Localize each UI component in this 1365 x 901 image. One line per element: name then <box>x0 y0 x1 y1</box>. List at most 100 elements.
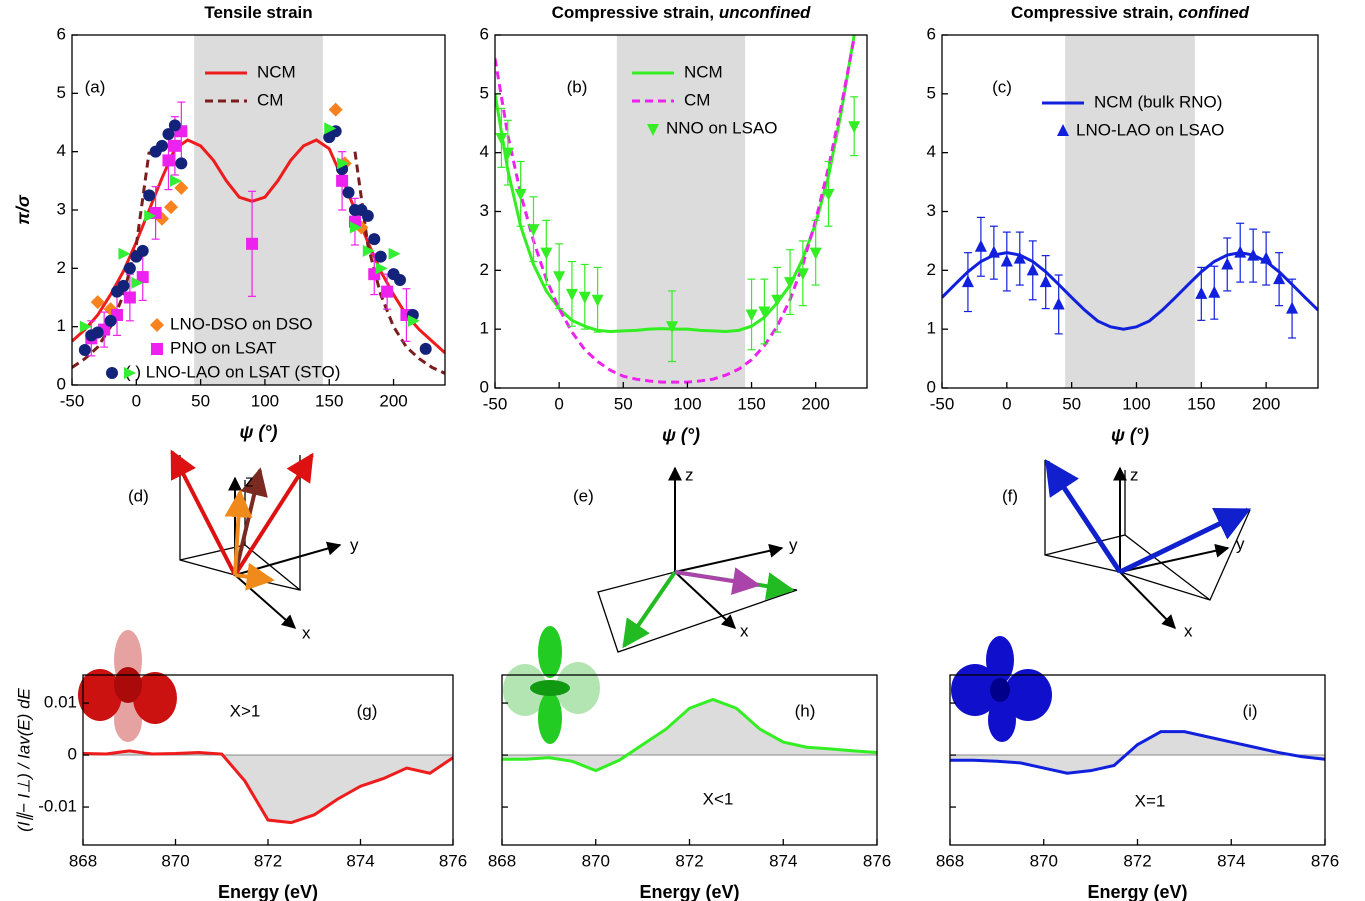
title-main: Tensile strain <box>204 3 312 22</box>
data-point <box>324 122 337 135</box>
plot-frame <box>82 674 454 846</box>
shaded-region <box>194 35 323 385</box>
plot-area <box>942 35 1318 388</box>
data-point <box>419 342 432 355</box>
panel: 868 870 872 874 876 Energy (eV) (i) X=1 <box>936 674 1339 901</box>
x-tick-label: 870 <box>1030 851 1058 870</box>
legend-marker <box>124 367 136 379</box>
data-point <box>374 250 387 263</box>
data-point <box>961 275 974 288</box>
data-point <box>974 239 987 252</box>
x-axis-label: ψ (°) <box>1111 425 1149 445</box>
area <box>502 699 877 771</box>
x-tick-label: 50 <box>191 391 210 410</box>
data-point <box>578 291 591 304</box>
y-tick-label: 4 <box>57 141 66 160</box>
axis-arrow <box>674 571 737 629</box>
panel-label: (a) <box>85 77 106 96</box>
legend-label: NCM <box>257 62 296 81</box>
plot-area <box>950 730 1325 775</box>
data-point <box>131 276 144 289</box>
x-tick-label: -50 <box>60 391 85 410</box>
plot-frame <box>71 34 446 386</box>
y-tick-label: 3 <box>927 201 936 220</box>
data-point <box>169 174 182 187</box>
vector-arrow <box>622 570 677 649</box>
y-axis-label: (I∥− I⊥) / Iav(E) dE <box>14 687 33 831</box>
vector-arrow <box>233 452 314 577</box>
y-tick-label: 6 <box>57 24 66 43</box>
data-point <box>144 209 157 222</box>
x-axis-label: ψ (°) <box>239 422 277 442</box>
curve <box>83 749 453 825</box>
data-point <box>1026 263 1039 276</box>
y-tick-label: 0 <box>927 377 936 396</box>
x-tick-label: -50 <box>483 394 508 413</box>
data-point <box>143 189 156 202</box>
data-point <box>79 320 92 333</box>
data-point <box>822 188 835 201</box>
x-tick-label: 200 <box>1252 394 1280 413</box>
chart-title: Compressive strain, unconfined <box>552 3 811 22</box>
diagram-box <box>597 571 798 653</box>
data-point <box>91 326 104 339</box>
x-tick-label: -50 <box>930 394 955 413</box>
y-tick-label: 5 <box>57 83 66 102</box>
data-point <box>591 294 604 307</box>
data-point <box>388 247 401 260</box>
diagram-e: (e) z y x <box>573 465 798 653</box>
data-point <box>666 321 679 334</box>
data-point <box>162 128 175 141</box>
vector-arrow <box>170 449 237 576</box>
y-tick-label: 3 <box>57 199 66 218</box>
title-main: Compressive strain, <box>552 3 719 22</box>
data-point <box>162 154 175 167</box>
data-point <box>174 180 189 195</box>
x-axis-label: ψ (°) <box>662 425 700 445</box>
x-axis-label: Energy (eV) <box>1087 882 1187 901</box>
title-emphasis: confined <box>1178 3 1249 22</box>
data-point <box>118 247 131 260</box>
legend-label: NCM <box>684 62 723 81</box>
data-point <box>381 285 394 298</box>
x-tick-label: 200 <box>802 394 830 413</box>
data-point <box>1234 245 1247 258</box>
data-point <box>771 294 784 307</box>
data-point <box>1247 248 1260 261</box>
x-tick-label: 200 <box>379 391 407 410</box>
legend-marker <box>106 367 118 379</box>
data-point <box>1286 301 1299 314</box>
data-point <box>136 271 149 284</box>
legend-label: CM <box>684 90 710 109</box>
axis-label: y <box>1236 534 1245 553</box>
x-tick-label: 150 <box>1187 394 1215 413</box>
x-tick-label: 0 <box>554 394 563 413</box>
data-point <box>501 147 514 160</box>
plot-area <box>495 35 861 388</box>
data-point <box>104 314 117 327</box>
data-point <box>136 244 149 257</box>
vector-arrow <box>674 567 761 595</box>
title-main: Compressive strain, <box>1011 3 1178 22</box>
data-point <box>337 157 350 170</box>
shaded-region <box>1065 35 1195 388</box>
legend-label: PNO on LSAT <box>170 338 276 357</box>
diagram-f: (f) z y x <box>1002 459 1252 640</box>
data-point <box>565 288 578 301</box>
data-point <box>168 119 181 132</box>
y-tick-label: 6 <box>480 24 489 43</box>
vector-arrow <box>233 467 268 576</box>
x-tick-label: 150 <box>737 394 765 413</box>
data-point <box>1039 275 1052 288</box>
data-point <box>328 102 343 117</box>
x-tick-label: 0 <box>132 391 141 410</box>
title-emphasis: unconfined <box>719 3 811 22</box>
data-point <box>168 139 181 152</box>
data-point <box>495 132 508 145</box>
y-tick-label: 0 <box>57 374 66 393</box>
x-tick-label: 874 <box>769 851 797 870</box>
legend-marker <box>647 124 659 136</box>
data-point <box>175 157 188 170</box>
y-tick-label: 0 <box>68 745 77 764</box>
